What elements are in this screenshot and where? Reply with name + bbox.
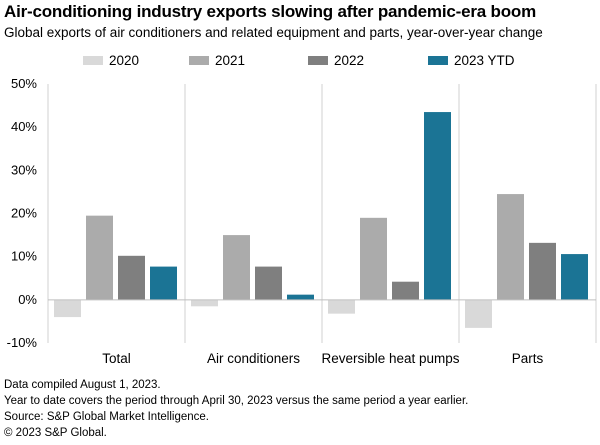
- bar-2021-reversible-heat-pumps: [360, 217, 387, 300]
- legend-item-2021: 2021: [189, 53, 245, 68]
- bar-2022-total: [118, 255, 145, 300]
- legend-swatch-2023-ytd: [428, 56, 448, 65]
- category-label: Reversible heat pumps: [321, 351, 459, 366]
- bar-2020-air-conditioners: [191, 299, 218, 307]
- bar-2020-reversible-heat-pumps: [328, 299, 355, 314]
- note-source: Source: S&P Global Market Intelligence.: [4, 411, 209, 423]
- legend-label-2020: 2020: [109, 53, 140, 68]
- note-copyright: © 2023 S&P Global.: [4, 427, 107, 439]
- bar-2021-parts: [497, 194, 524, 300]
- category-label: Air conditioners: [207, 351, 300, 366]
- legend: 2020 2021 2022 2023 YTD: [0, 53, 600, 71]
- bar-2023-ytd-reversible-heat-pumps: [424, 112, 451, 300]
- category-label: Parts: [512, 351, 544, 366]
- legend-label-2021: 2021: [215, 53, 246, 68]
- bar-2022-parts: [529, 242, 556, 300]
- chart-notes: Data compiled August 1, 2023. Year to da…: [4, 377, 468, 441]
- chart-title: Air-conditioning industry exports slowin…: [4, 2, 536, 21]
- bar-2023-ytd-parts: [561, 254, 588, 300]
- bar-2020-total: [54, 299, 81, 318]
- legend-item-2020: 2020: [83, 53, 139, 68]
- y-tick-label: 30%: [11, 162, 37, 177]
- bar-2021-total: [86, 215, 113, 300]
- bar-2020-parts: [465, 299, 492, 328]
- bar-2023-ytd-total: [150, 266, 177, 300]
- bar-2022-air-conditioners: [255, 266, 282, 300]
- y-tick-label: 10%: [11, 249, 37, 264]
- bar-2021-air-conditioners: [223, 235, 250, 300]
- bar-2023-ytd-air-conditioners: [287, 294, 314, 300]
- y-tick-label: -10%: [7, 335, 38, 350]
- legend-label-2022: 2022: [334, 53, 365, 68]
- legend-swatch-2022: [308, 56, 328, 65]
- y-tick-label: 20%: [11, 206, 37, 221]
- legend-swatch-2020: [83, 56, 103, 65]
- legend-swatch-2021: [189, 56, 209, 65]
- legend-label-2023-ytd: 2023 YTD: [454, 53, 515, 68]
- y-tick-label: 50%: [11, 76, 37, 91]
- chart-subtitle: Global exports of air conditioners and r…: [4, 25, 543, 40]
- note-ytd-definition: Year to date covers the period through A…: [4, 395, 469, 407]
- note-data-compiled: Data compiled August 1, 2023.: [4, 379, 161, 391]
- category-label: Total: [102, 351, 131, 366]
- legend-item-2023-ytd: 2023 YTD: [428, 53, 515, 68]
- legend-item-2022: 2022: [308, 53, 364, 68]
- y-tick-label: 0%: [18, 292, 37, 307]
- y-tick-label: 40%: [11, 119, 37, 134]
- bar-2022-reversible-heat-pumps: [392, 281, 419, 300]
